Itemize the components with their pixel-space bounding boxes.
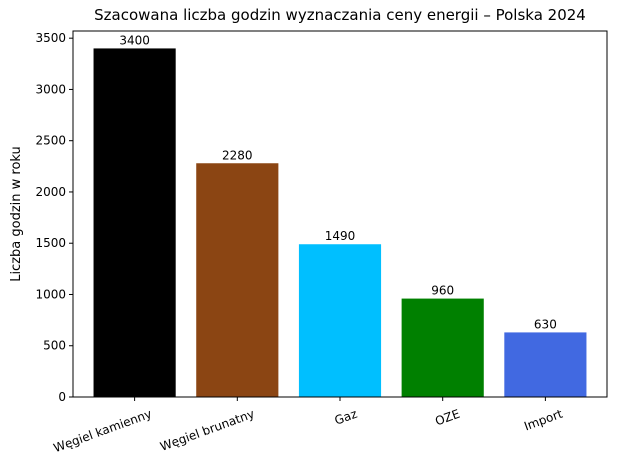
plot-frame — [72, 30, 608, 398]
y-tick-label: 2500 — [35, 134, 66, 148]
bar — [93, 48, 176, 398]
y-tick-label: 2000 — [35, 185, 66, 199]
y-tick-label: 1000 — [35, 287, 66, 301]
x-tick-label: Gaz — [333, 407, 359, 428]
x-tick-label: Import — [522, 407, 564, 434]
value-label: 3400 — [119, 33, 150, 47]
bar — [298, 244, 382, 397]
y-tick-label: 3000 — [35, 82, 66, 96]
bar — [401, 298, 484, 397]
y-tick-label: 500 — [43, 339, 66, 353]
bar — [504, 332, 587, 397]
bar — [196, 163, 279, 397]
y-axis-label: Liczba godzin w roku — [9, 146, 24, 282]
x-tick-label: OZE — [433, 407, 462, 429]
y-tick-label: 1500 — [35, 236, 66, 250]
y-tick-label: 0 — [58, 390, 66, 404]
value-label: 960 — [431, 284, 454, 298]
y-tick-label: 3500 — [35, 31, 66, 45]
chart-title: Szacowana liczba godzin wyznaczania ceny… — [94, 6, 586, 24]
x-tick-label: Węgiel kamienny — [52, 407, 154, 456]
value-label: 1490 — [325, 229, 356, 243]
value-label: 630 — [534, 317, 557, 331]
value-label: 2280 — [222, 148, 253, 162]
x-tick-label: Węgiel brunatny — [158, 407, 256, 454]
